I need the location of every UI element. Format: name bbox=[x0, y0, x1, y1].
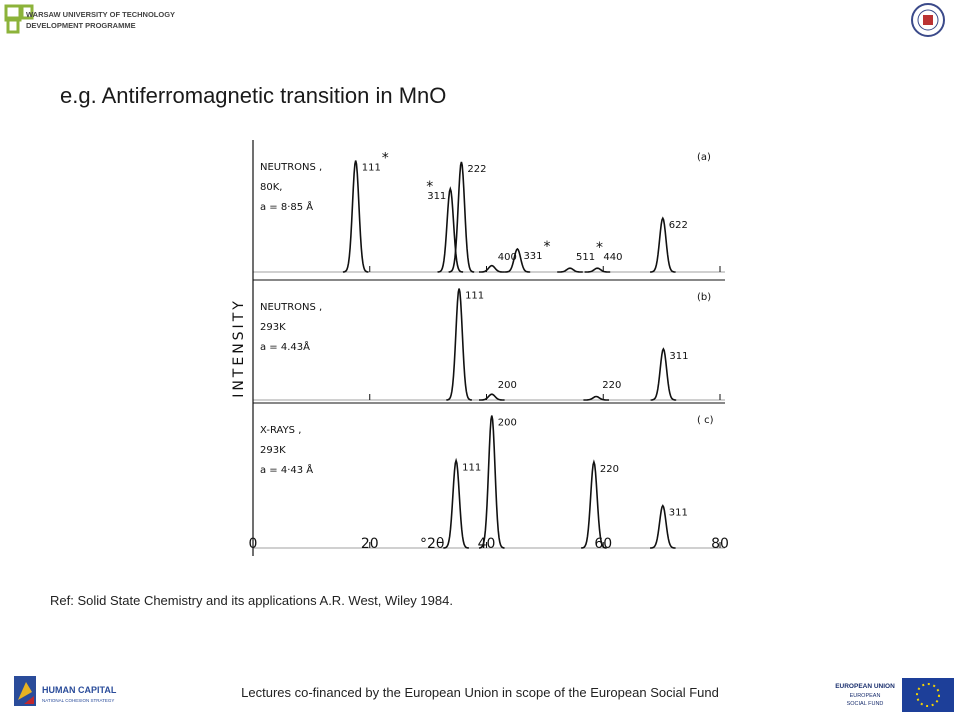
panel-note: X-RAYS , bbox=[260, 425, 301, 436]
peak bbox=[581, 459, 607, 549]
peak-marker: * bbox=[543, 239, 550, 255]
panel-tag: (b) bbox=[697, 292, 711, 303]
footer-left-line: HUMAN CAPITAL bbox=[42, 685, 117, 695]
reference: Ref: Solid State Chemistry and its appli… bbox=[50, 593, 453, 608]
peak bbox=[650, 347, 677, 401]
eu-flag bbox=[902, 678, 954, 712]
peak-label: 311 bbox=[669, 508, 688, 519]
peak-label: 400 bbox=[498, 252, 517, 263]
peak bbox=[448, 161, 475, 273]
panel-note: NEUTRONS , bbox=[260, 302, 322, 313]
peak-label: 222 bbox=[467, 164, 486, 175]
peak bbox=[342, 160, 369, 273]
peak bbox=[479, 264, 505, 273]
peak bbox=[557, 267, 583, 273]
panel-note: a = 8·85 Å bbox=[260, 200, 313, 213]
peak-label: 111 bbox=[462, 463, 481, 474]
peak bbox=[583, 395, 609, 401]
peak-label: 311 bbox=[427, 191, 446, 202]
peak-label: 200 bbox=[498, 417, 517, 428]
panel-note: 293K bbox=[260, 322, 286, 333]
peak-label: 440 bbox=[603, 252, 622, 263]
human-capital-logo bbox=[14, 676, 36, 706]
peak-label: 200 bbox=[498, 380, 517, 391]
peak bbox=[443, 457, 469, 549]
peak-label: 331 bbox=[523, 251, 542, 262]
panel-note: a = 4·43 Å bbox=[260, 463, 313, 476]
peak bbox=[504, 247, 531, 273]
footer-left-line: NATIONAL COHESION STRATEGY bbox=[42, 698, 114, 703]
x-axis-label: °2θ bbox=[420, 536, 444, 552]
institution-line: WARSAW UNIVERSITY OF TECHNOLOGY bbox=[26, 10, 175, 19]
panel-note: a = 4.43Å bbox=[260, 340, 310, 353]
peak-label: 111 bbox=[362, 163, 381, 174]
footer-note: Lectures co-financed by the European Uni… bbox=[241, 685, 719, 700]
footer-right-line: SOCIAL FUND bbox=[847, 701, 884, 707]
peak bbox=[437, 186, 464, 273]
panel-note: 80K, bbox=[260, 182, 282, 193]
diffraction-figure: INTENSITY °2θ 0 20 40 60 80(a)NEUTRONS ,80K,… bbox=[231, 140, 729, 556]
peak bbox=[650, 216, 676, 273]
crest bbox=[911, 3, 945, 37]
peak bbox=[479, 393, 505, 401]
peak bbox=[584, 267, 611, 273]
peak-label: 220 bbox=[600, 464, 619, 475]
peak bbox=[446, 288, 472, 401]
peak-marker: * bbox=[426, 179, 433, 195]
institution-line: DEVELOPMENT PROGRAMME bbox=[26, 21, 136, 30]
peak-label: 622 bbox=[669, 220, 688, 231]
footer-right-line: EUROPEAN bbox=[850, 693, 881, 699]
slide-title: e.g. Antiferromagnetic transition in MnO bbox=[60, 83, 446, 108]
peak-marker: * bbox=[382, 151, 389, 167]
peak-label: 220 bbox=[602, 380, 621, 391]
panel-tag: ( c) bbox=[697, 415, 714, 426]
peak-marker: * bbox=[596, 240, 603, 256]
peak bbox=[650, 504, 676, 549]
footer-right-line: EUROPEAN UNION bbox=[835, 683, 895, 690]
peak-label: 511 bbox=[576, 252, 595, 263]
peak-label: 311 bbox=[669, 351, 688, 362]
panel-note: 293K bbox=[260, 445, 286, 456]
y-axis-label: INTENSITY bbox=[231, 298, 247, 398]
panel-note: NEUTRONS , bbox=[260, 162, 322, 173]
peak bbox=[478, 415, 505, 549]
peak-label: 111 bbox=[465, 291, 484, 302]
panel-tag: (a) bbox=[697, 152, 711, 163]
university-logo bbox=[4, 4, 34, 34]
